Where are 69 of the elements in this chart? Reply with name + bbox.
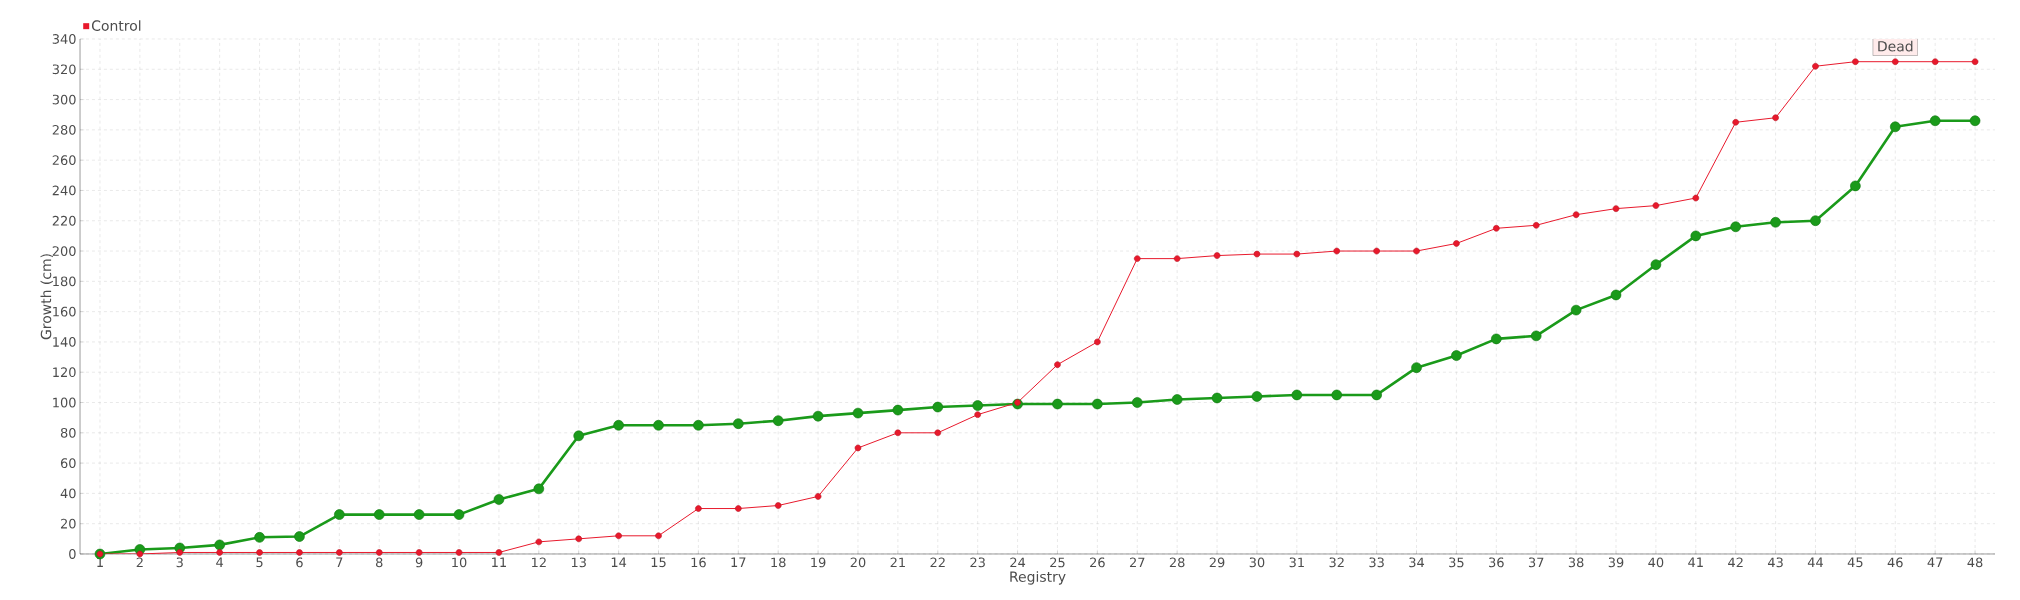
y-tick-label: 140 <box>53 337 76 347</box>
legend-label: Control <box>91 20 141 31</box>
x-tick-label: 5 <box>256 557 263 568</box>
x-tick-label: 9 <box>415 557 423 568</box>
y-tick-label: 80 <box>60 427 76 438</box>
x-tick-label: 45 <box>1847 557 1863 568</box>
x-tick-label: 27 <box>1129 557 1145 568</box>
x-tick-label: 35 <box>1449 557 1464 568</box>
x-tick-label: 44 <box>1807 557 1823 567</box>
y-tick-label: 340 <box>52 34 76 44</box>
x-tick-label: 4 <box>216 557 224 567</box>
x-tick-label: 36 <box>1489 557 1504 568</box>
x-tick-label: 3 <box>176 557 183 568</box>
x-tick-label: 40 <box>1648 557 1664 568</box>
x-tick-label: 21 <box>890 557 905 568</box>
x-tick-label: 42 <box>1728 557 1743 568</box>
y-tick-label: 20 <box>60 518 76 529</box>
y-tick-label: 0 <box>69 549 76 559</box>
x-tick-label: 29 <box>1209 557 1225 568</box>
x-tick-label: 32 <box>1329 557 1344 568</box>
y-tick-label: 260 <box>52 155 76 166</box>
y-tick-label: 100 <box>53 397 76 408</box>
x-tick-label: 2 <box>136 557 143 568</box>
x-tick-label: 10 <box>452 557 467 568</box>
x-tick-label: 20 <box>850 557 866 568</box>
y-tick-label: 180 <box>53 276 76 287</box>
y-tick-label: 320 <box>52 64 76 75</box>
x-tick-label: 47 <box>1927 557 1943 567</box>
y-axis-title: Growth (cm) <box>40 254 53 340</box>
x-tick-label: 18 <box>771 557 786 568</box>
x-tick-label: 30 <box>1249 557 1265 568</box>
x-tick-label: 22 <box>930 557 945 568</box>
x-tick-label: 43 <box>1767 557 1783 568</box>
y-tick-label: 40 <box>60 488 76 499</box>
x-tick-label: 31 <box>1289 557 1304 568</box>
x-tick-label: 11 <box>492 557 506 567</box>
y-tick-label: 220 <box>52 215 76 226</box>
y-tick-label: 300 <box>52 94 76 105</box>
x-tick-label: 12 <box>532 557 546 568</box>
x-tick-label: 48 <box>1967 557 1983 568</box>
y-tick-label: 160 <box>53 306 76 317</box>
x-tick-label: 28 <box>1169 557 1185 568</box>
y-tick-label: 60 <box>60 458 76 468</box>
x-tick-label: 34 <box>1409 557 1425 568</box>
x-tick-label: 38 <box>1568 557 1584 568</box>
x-tick-label: 37 <box>1528 557 1544 568</box>
x-tick-label: 33 <box>1369 557 1384 568</box>
y-tick-label: 240 <box>52 185 76 196</box>
x-tick-label: 41 <box>1688 557 1703 567</box>
x-tick-label: 7 <box>336 557 343 567</box>
x-tick-label: 14 <box>611 557 627 567</box>
x-tick-label: 15 <box>651 557 666 568</box>
x-tick-label: 23 <box>970 557 985 568</box>
x-tick-label: 13 <box>571 557 586 568</box>
x-tick-label: 24 <box>1010 557 1026 568</box>
x-tick-label: 26 <box>1090 557 1105 568</box>
x-tick-label: 16 <box>691 557 706 568</box>
x-tick-label: 25 <box>1050 557 1065 568</box>
x-axis-title: Registry <box>1010 571 1066 585</box>
x-tick-label: 8 <box>375 557 383 568</box>
x-tick-label: 6 <box>296 557 303 568</box>
x-tick-label: 19 <box>811 557 826 568</box>
y-tick-label: 280 <box>52 124 76 135</box>
annotation: Dead <box>1878 40 1913 52</box>
x-tick-label: 39 <box>1608 557 1624 568</box>
x-tick-label: 17 <box>731 557 746 567</box>
y-tick-label: 200 <box>52 246 76 256</box>
x-tick-label: 46 <box>1887 557 1903 568</box>
y-tick-label: 120 <box>53 367 76 378</box>
